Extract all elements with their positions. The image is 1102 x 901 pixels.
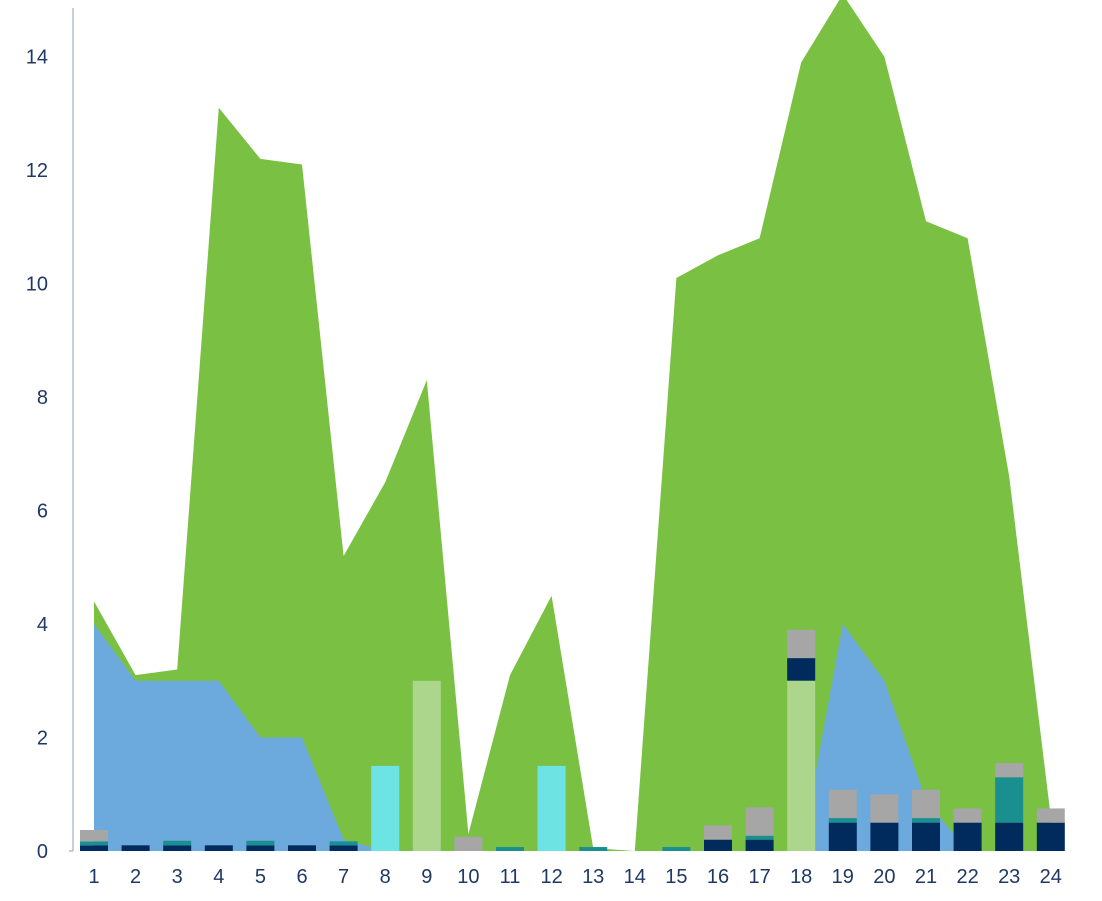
bar-22-segment-1	[953, 822, 982, 851]
bar-21-segment-1	[912, 822, 940, 851]
bar-16-segment-1	[704, 839, 732, 851]
area-layer	[94, 0, 1051, 851]
bar-13-segment-2	[579, 847, 608, 851]
bar-16-segment-3	[704, 825, 732, 840]
bar-layer	[80, 629, 1065, 851]
bar-2-segment-1	[121, 845, 150, 851]
x-tick-label: 14	[624, 866, 646, 888]
bar-24-segment-1	[1036, 822, 1065, 851]
x-tick-label: 2	[130, 866, 141, 888]
bar-24-segment-3	[1036, 808, 1065, 823]
bar-18-segment-3	[787, 629, 816, 659]
x-tick-label: 6	[296, 866, 307, 888]
bar-10-segment-3	[454, 836, 483, 851]
bar-19-segment-1	[828, 822, 857, 851]
bar-15-segment-2	[662, 847, 691, 851]
bar-23-segment-1	[995, 822, 1024, 851]
bar-21-segment-2	[912, 818, 940, 823]
bar-7-segment-1	[329, 845, 358, 851]
bar-3-segment-2	[163, 840, 192, 846]
y-tick-label: 14	[26, 47, 48, 69]
bar-23-segment-3	[995, 763, 1024, 778]
x-tick-label: 19	[832, 866, 854, 888]
bar-20-segment-1	[870, 822, 899, 851]
bar-1-segment-3	[80, 830, 108, 842]
bar-17-segment-1	[745, 839, 774, 851]
y-tick-label: 2	[37, 728, 48, 750]
x-tick-label: 22	[956, 866, 978, 888]
x-tick-label: 9	[421, 866, 432, 888]
x-tick-label: 4	[213, 866, 224, 888]
x-tick-label: 16	[707, 866, 729, 888]
x-tick-label: 3	[172, 866, 183, 888]
x-tick-label: 21	[915, 866, 937, 888]
x-tick-label: 23	[998, 866, 1020, 888]
y-tick-label: 10	[26, 274, 48, 296]
bar-17-segment-3	[745, 807, 774, 836]
bar-6-segment-1	[288, 845, 316, 851]
bar-5-segment-1	[246, 845, 275, 851]
bar-23-segment-2	[995, 777, 1024, 823]
bar-19-segment-3	[828, 789, 857, 819]
bar-22-segment-3	[953, 808, 982, 823]
bar-4-segment-1	[204, 845, 233, 851]
x-tick-label: 17	[748, 866, 770, 888]
y-tick-label: 8	[37, 387, 48, 409]
bar-1-segment-1	[80, 845, 108, 851]
x-tick-label: 8	[380, 866, 391, 888]
y-tick-label: 12	[26, 160, 48, 182]
bar-18-segment-5	[787, 680, 816, 851]
x-tick-label: 5	[255, 866, 266, 888]
bar-11-segment-2	[496, 847, 524, 851]
y-tick-label: 6	[37, 501, 48, 523]
bar-1-segment-2	[80, 841, 108, 846]
bar-21-segment-3	[912, 789, 940, 819]
x-tick-label: 18	[790, 866, 812, 888]
bar-12-segment-4	[537, 765, 566, 851]
x-tick-label: 20	[873, 866, 895, 888]
x-tick-labels: 1 2 3 4 5 6 7 8 9 10 11 12 13 14 15 16 17 18 19 20 21 22 23 24	[88, 866, 1061, 888]
x-tick-label: 13	[582, 866, 604, 888]
bar-18-segment-1	[787, 658, 816, 681]
bar-20-segment-3	[870, 794, 899, 823]
y-tick-label: 0	[37, 841, 48, 863]
bar-7-segment-2	[329, 841, 358, 846]
bar-8-segment-4	[371, 765, 400, 851]
x-tick-label: 11	[500, 866, 521, 888]
x-tick-label: 24	[1040, 866, 1062, 888]
x-tick-label: 15	[665, 866, 687, 888]
bar-3-segment-1	[163, 845, 192, 851]
x-tick-label: 1	[88, 866, 99, 888]
bar-9-segment-5	[412, 680, 441, 851]
x-tick-label: 12	[540, 866, 562, 888]
bar-5-segment-2	[246, 840, 275, 846]
y-tick-labels: 0 2 4 6 8 10 12 14	[26, 47, 48, 863]
bar-17-segment-2	[745, 835, 774, 840]
bar-19-segment-2	[828, 818, 857, 823]
x-tick-label: 10	[457, 866, 479, 888]
y-tick-label: 4	[37, 614, 48, 636]
x-tick-label: 7	[338, 866, 349, 888]
